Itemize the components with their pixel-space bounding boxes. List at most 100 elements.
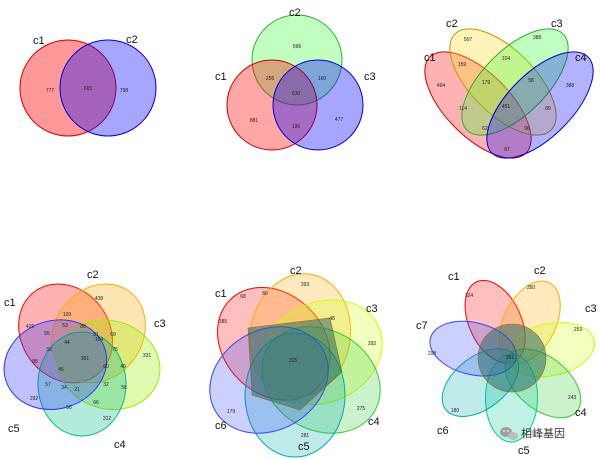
venn6-label-c1: c1 <box>215 288 227 300</box>
venn5-value-19: 34 <box>61 385 67 391</box>
venn5-value-17: 49 <box>120 364 126 370</box>
venn7-value-6: 180 <box>451 408 460 414</box>
venn7-label-c4: c4 <box>575 407 587 419</box>
venn3-label-c1: c1 <box>215 71 227 83</box>
venn7-label-c7: c7 <box>416 320 428 332</box>
venn6-label-c4: c4 <box>368 416 380 428</box>
venn4-panel: c2 c3 c1 c4 507 388 159 104 58 494 179 388 114 45… <box>424 18 594 159</box>
venn4-value-12: 96 <box>524 126 530 132</box>
venn3-value-c2-c3: 160 <box>318 76 327 82</box>
venn2-label-c2: c2 <box>126 34 138 46</box>
venn3-value-c1-c2: 255 <box>266 76 275 82</box>
venn5-set-c5 <box>3 319 108 410</box>
venn6-value-9: 179 <box>227 409 236 415</box>
venn7-value-5: 243 <box>568 395 577 401</box>
venn3-set-c1 <box>226 59 318 151</box>
venn6-value-8: 281 <box>301 433 310 439</box>
venn6-value-4: 48 <box>329 316 335 322</box>
venn6-label-c6: c6 <box>215 420 227 432</box>
wechat-icon <box>500 427 518 440</box>
venn5-value-15: 45 <box>58 367 64 373</box>
venn5-value-23: 292 <box>30 396 39 402</box>
venn2-value-both: 665 <box>84 86 93 92</box>
venn4-value-10: 89 <box>545 106 551 112</box>
venn3-value-c3-only: 477 <box>335 117 344 123</box>
watermark: 相峰基因 <box>500 427 565 440</box>
venn4-value-7: 388 <box>566 83 575 89</box>
venn5-value-4: 53 <box>62 323 68 329</box>
venn5-value-13: 75 <box>112 347 118 353</box>
venn7-value-3: 298 <box>428 351 437 357</box>
venn6-label-c3: c3 <box>366 303 378 315</box>
venn3-label-c2: c2 <box>289 7 301 19</box>
venn5-label-c5: c5 <box>8 423 20 435</box>
venn5-value-21: 32 <box>103 382 109 388</box>
venn7-shapes <box>429 279 595 443</box>
venn5-petals <box>3 283 161 437</box>
venn5-value-24: 56 <box>66 405 72 411</box>
venn5-value-5: 80 <box>80 324 86 330</box>
venn4-label-c2: c2 <box>446 18 458 30</box>
venn4-value-1: 388 <box>533 35 542 41</box>
venn5-value-25: 66 <box>93 400 99 406</box>
venn5-value-3: 55 <box>44 331 50 337</box>
venn7-value-4: 261 <box>506 355 515 361</box>
venn5-label-c2: c2 <box>87 269 99 281</box>
venn6-label-c2: c2 <box>290 265 302 277</box>
venn5-set-c3 <box>56 319 161 410</box>
venn5-set-c4 <box>37 331 127 437</box>
venn3-value-all: 630 <box>292 91 301 97</box>
venn4-label-c3: c3 <box>551 18 563 30</box>
venn4-value-5: 494 <box>437 83 446 89</box>
venn5-value-12: 361 <box>81 356 90 362</box>
venn5-label-c4: c4 <box>114 439 126 451</box>
venn6-value-2: 68 <box>240 294 246 300</box>
venn4-value-4: 58 <box>528 78 534 84</box>
venn4-set-c4 <box>486 51 594 159</box>
venn4-value-2: 159 <box>458 62 467 68</box>
venn4-value-0: 507 <box>464 37 473 43</box>
venn6-value-3: 385 <box>219 319 228 325</box>
venn2-panel: c1 c2 777 665 798 <box>19 34 157 137</box>
venn5-value-9: 331 <box>143 353 152 359</box>
venn6-shapes <box>209 273 383 458</box>
venn7-label-c2: c2 <box>534 265 546 277</box>
venn6-label-c5: c5 <box>298 441 310 453</box>
venn5-value-6: 31 <box>93 332 99 338</box>
venn7-values: 324 350 253 298 261 243 180 <box>428 285 583 414</box>
venn3-value-c1-only: 881 <box>250 118 259 124</box>
venn5-set-c2 <box>51 283 146 384</box>
venn4-values: 507 388 159 104 58 494 179 388 114 451 89 62 96 87 <box>437 35 575 153</box>
venn4-value-9: 451 <box>502 104 511 110</box>
venn5-value-18: 57 <box>45 382 51 388</box>
venn7-label-c1: c1 <box>448 271 460 283</box>
venn4-value-11: 62 <box>482 126 488 132</box>
venn7-label-c6: c6 <box>437 425 449 437</box>
venn2-value-c1-only: 777 <box>46 88 55 94</box>
venn2-set-c2 <box>59 39 157 137</box>
venn6-core-region <box>247 317 343 411</box>
venn5-value-7: 104 <box>95 337 104 343</box>
venn4-value-3: 104 <box>502 56 511 62</box>
venn7-value-0: 324 <box>465 293 474 299</box>
venn4-value-6: 179 <box>482 80 491 86</box>
venn6-value-1: 86 <box>262 291 268 297</box>
venn5-value-10: 32 <box>46 347 52 353</box>
venn4-label-c4: c4 <box>575 52 587 64</box>
venn6-values: 393 86 68 385 48 292 315 275 281 179 <box>219 282 377 439</box>
venn7-label-c3: c3 <box>585 303 597 315</box>
venn5-value-2: 109 <box>63 312 72 318</box>
venn4-label-c1: c1 <box>424 52 436 64</box>
venn7-panel: c1 c2 c3 c7 c4 c6 c5 324 350 253 298 261 243 1… <box>416 265 597 457</box>
venn4-set-c3 <box>461 28 569 136</box>
venn4-set-c2 <box>449 28 557 136</box>
venn7-core-region <box>477 323 547 393</box>
venn6-value-5: 292 <box>368 341 377 347</box>
venn3-value-c1-c3: 196 <box>292 124 301 130</box>
venn4-value-8: 114 <box>459 106 467 112</box>
venn5-value-16: 60 <box>103 364 109 370</box>
venn3-panel: c2 c1 c3 596 255 160 630 881 196 477 <box>215 7 376 151</box>
venn7-value-1: 350 <box>527 285 536 291</box>
